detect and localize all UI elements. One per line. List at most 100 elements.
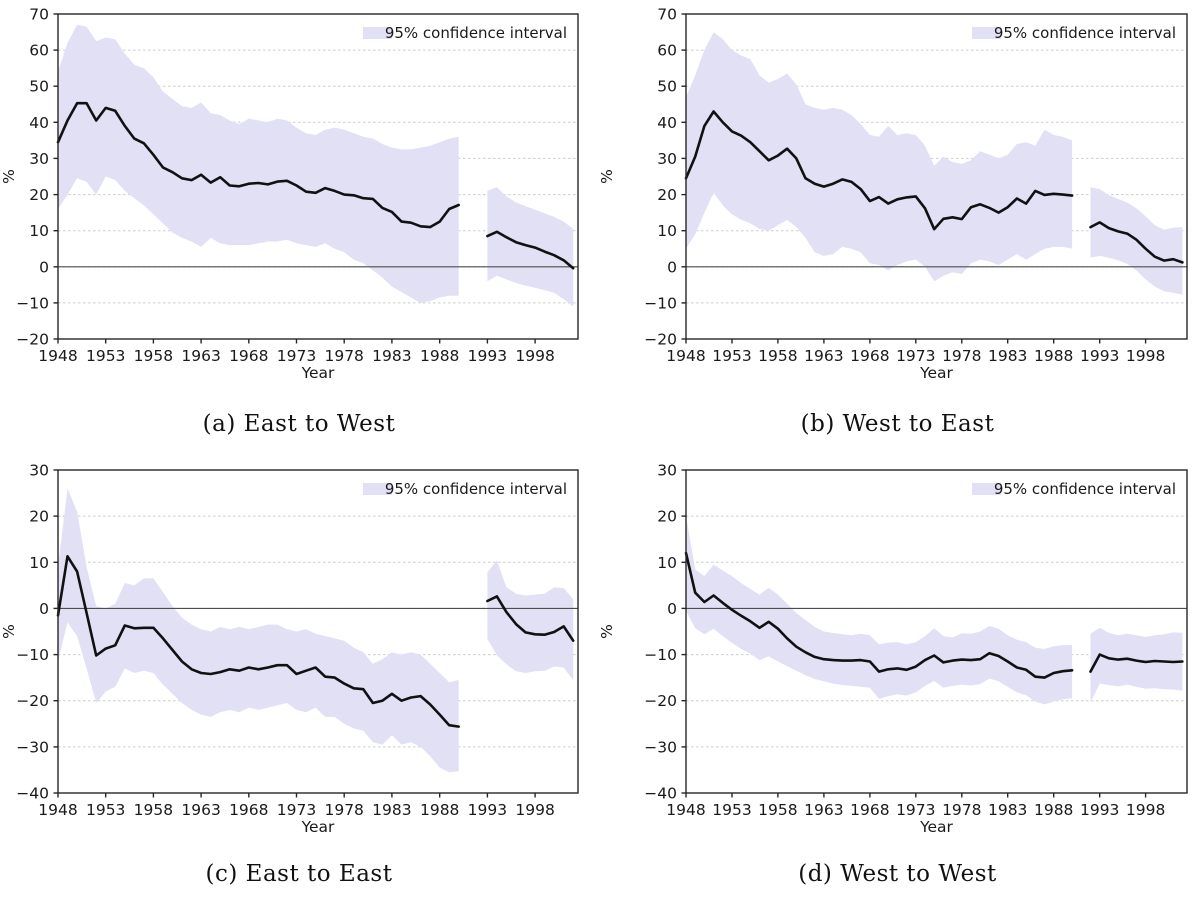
y-tick-label: −10 <box>644 646 677 664</box>
y-tick-label: 0 <box>667 600 677 618</box>
y-axis-label: % <box>598 169 616 184</box>
y-tick-label: −10 <box>16 646 49 664</box>
y-axis-label: % <box>0 169 18 184</box>
x-tick-label: 1968 <box>229 347 268 365</box>
plot-border <box>57 13 579 340</box>
y-tick-label: 70 <box>657 6 677 24</box>
y-tick-label: 30 <box>29 150 49 168</box>
x-tick-label: 1988 <box>420 801 459 819</box>
subfigure-a-caption: (a) East to West <box>202 411 396 437</box>
y-tick-label: 10 <box>657 554 677 572</box>
legend: 95% confidence interval <box>972 480 1176 498</box>
y-tick-label: 20 <box>29 186 49 204</box>
x-tick-label: 1988 <box>1034 801 1073 819</box>
y-tick-label: −10 <box>16 294 49 312</box>
chart-west-to-east: 70 60 50 40 30 20 10 0 −10 −20 1948 1953 1958 1963 196… <box>598 0 1196 382</box>
y-tick-label: 20 <box>657 186 677 204</box>
x-tick-label: 1968 <box>229 801 268 819</box>
y-tick-label: −20 <box>16 692 49 710</box>
data-line <box>684 110 1074 231</box>
y-tick-label: −20 <box>644 331 677 349</box>
x-tick-label: 1998 <box>515 347 554 365</box>
x-tick-label: 1968 <box>850 801 889 819</box>
x-tick-label: 1963 <box>181 347 220 365</box>
data-line <box>56 555 461 728</box>
plot-border <box>57 469 579 794</box>
y-tick-label: 20 <box>29 508 49 526</box>
y-tick-label: −30 <box>16 738 49 756</box>
chart-west-to-west: 30 20 10 0 −10 −20 −30 −40 1948 1953 1958 1963 1968 1… <box>598 450 1196 836</box>
data-line <box>56 101 461 229</box>
confidence-band <box>487 560 574 681</box>
x-tick-label: 1993 <box>1080 347 1119 365</box>
x-tick-label: 1948 <box>38 347 77 365</box>
x-tick-label: 1978 <box>324 347 363 365</box>
legend-swatch <box>972 27 1001 39</box>
y-tick-label: −20 <box>16 331 49 349</box>
plot-border <box>685 13 1188 340</box>
y-tick-label: 30 <box>657 462 677 480</box>
confidence-band <box>686 516 1073 705</box>
y-tick-label: 10 <box>657 222 677 240</box>
y-tick-label: 60 <box>657 42 677 60</box>
y-tick-label: 30 <box>29 462 49 480</box>
confidence-band <box>58 24 459 303</box>
x-tick-label: 1983 <box>988 801 1027 819</box>
y-tick-label: −30 <box>644 738 677 756</box>
x-tick-label: 1958 <box>134 801 173 819</box>
x-tick-label: 1973 <box>277 801 316 819</box>
subfigure-a: 70 60 50 40 30 20 10 0 −10 −20 1948 1953 1958 1963 196… <box>0 0 598 450</box>
y-tick-label: 30 <box>657 150 677 168</box>
x-tick-label: 1953 <box>86 347 125 365</box>
x-tick-label: 1973 <box>896 347 935 365</box>
y-tick-label: 60 <box>29 42 49 60</box>
x-tick-label: 1968 <box>850 347 889 365</box>
x-tick-label: 1958 <box>134 347 173 365</box>
x-tick-label: 1963 <box>181 801 220 819</box>
x-tick-label: 1958 <box>758 347 797 365</box>
legend-label: 95% confidence interval <box>385 24 567 42</box>
legend-swatch <box>363 27 392 39</box>
x-tick-label: 1978 <box>942 801 981 819</box>
x-tick-label: 1993 <box>1080 801 1119 819</box>
confidence-band <box>686 32 1073 282</box>
y-tick-label: −20 <box>644 692 677 710</box>
y-tick-label: 40 <box>29 114 49 132</box>
legend-swatch <box>972 483 1001 495</box>
data-line <box>1089 653 1184 673</box>
y-tick-label: 10 <box>29 554 49 572</box>
y-axis-label: % <box>0 624 18 639</box>
x-tick-label: 1973 <box>896 801 935 819</box>
plot-border <box>685 469 1188 794</box>
x-axis-label: Year <box>919 364 953 382</box>
x-tick-label: 1998 <box>1126 801 1165 819</box>
legend-label: 95% confidence interval <box>994 480 1176 498</box>
chart-east-to-east: 30 20 10 0 −10 −20 −30 −40 1948 1953 1958 1963 1968 1… <box>0 450 598 836</box>
x-tick-label: 1993 <box>468 347 507 365</box>
x-tick-label: 1983 <box>372 801 411 819</box>
subfigure-c-caption: (c) East to East <box>205 861 393 887</box>
x-tick-label: 1963 <box>804 801 843 819</box>
legend: 95% confidence interval <box>363 480 567 498</box>
confidence-band <box>1090 627 1183 703</box>
x-axis-label: Year <box>301 818 335 832</box>
subfigure-d: 30 20 10 0 −10 −20 −30 −40 1948 1953 1958 1963 1968 1… <box>598 450 1197 900</box>
x-tick-label: 1953 <box>86 801 125 819</box>
x-tick-label: 1988 <box>420 347 459 365</box>
y-tick-label: 50 <box>29 78 49 96</box>
y-tick-label: −40 <box>644 785 677 803</box>
x-tick-label: 1948 <box>666 801 705 819</box>
y-tick-label: 70 <box>29 6 49 24</box>
legend-label: 95% confidence interval <box>994 24 1176 42</box>
x-tick-label: 1998 <box>1126 347 1165 365</box>
x-tick-label: 1993 <box>468 801 507 819</box>
x-tick-label: 1953 <box>712 801 751 819</box>
x-tick-label: 1978 <box>942 347 981 365</box>
chart-east-to-west: 70 60 50 40 30 20 10 0 −10 −20 1948 1953 1958 1963 196… <box>0 0 598 382</box>
y-tick-label: 0 <box>39 258 49 276</box>
